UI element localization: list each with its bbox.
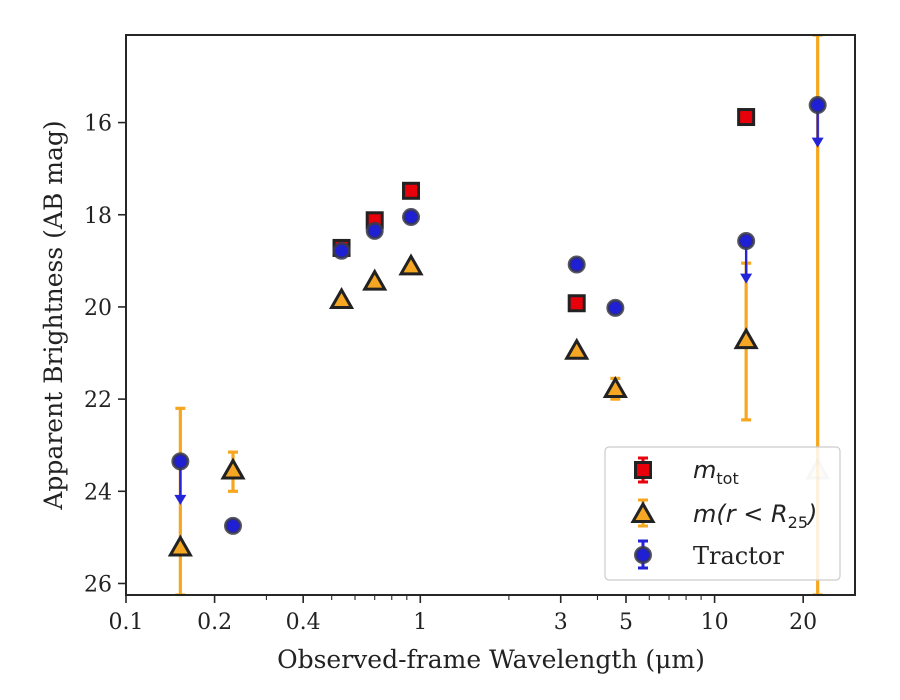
mtot-point-3 — [567, 294, 586, 313]
mr25-point-2 — [328, 286, 355, 310]
legend-swatches — [630, 456, 656, 570]
mr25-point-group-1 — [220, 457, 246, 480]
y-tick-label-1: 18 — [84, 204, 112, 229]
tractor-point-6 — [606, 298, 625, 317]
mr25-point-group-4 — [398, 253, 424, 276]
tractor-point-7 — [737, 232, 756, 251]
mr25-point-5 — [564, 337, 590, 360]
mr25-point-group-7 — [733, 327, 759, 350]
mr25-point-group-3 — [362, 268, 388, 291]
legend-mr25-marker — [630, 500, 656, 523]
mr25-point-6 — [602, 375, 628, 398]
tractor-point-3 — [365, 221, 384, 240]
mr25-point-7 — [733, 327, 759, 350]
mtot-point-2 — [402, 181, 421, 200]
x-tick-label-2: 0.4 — [286, 610, 321, 635]
mr25-point-group-2 — [328, 286, 355, 310]
x-tick-label-0: 0.1 — [109, 610, 144, 635]
legend-label-mr25: m(r < R25) — [693, 500, 817, 532]
y-axis-label: Apparent Brightness (AB mag) — [39, 120, 68, 510]
x-tick-label-4: 3 — [554, 610, 568, 635]
x-axis-label: Observed-frame Wavelength (μm) — [277, 645, 705, 674]
y-tick-label-4: 24 — [84, 480, 112, 505]
x-tick-label-1: 0.2 — [197, 610, 232, 635]
limit-arrow-head-7 — [740, 273, 753, 284]
legend-tractor-marker — [634, 546, 652, 564]
y-tick-label-2: 20 — [84, 296, 112, 321]
tractor-point-4 — [402, 208, 421, 227]
mr25-point-1 — [220, 457, 246, 480]
mr25-point-group-0 — [167, 534, 193, 557]
mr25-point-group-5 — [564, 337, 590, 360]
tractor-point-0 — [171, 452, 190, 471]
y-tick-label-3: 22 — [84, 388, 112, 413]
x-tick-label-5: 5 — [619, 610, 633, 635]
x-tick-label-7: 20 — [789, 610, 817, 635]
tractor-point-5 — [567, 255, 586, 274]
mr25-point-3 — [362, 268, 388, 291]
legend-frame — [604, 446, 841, 581]
x-tick-label-3: 1 — [413, 610, 427, 635]
y-tick-label-5: 26 — [84, 572, 112, 597]
mtot-point-4 — [737, 108, 756, 127]
legend-label-tractor: Tractor — [693, 542, 784, 570]
tractor-point-2 — [332, 241, 351, 260]
mr25-point-4 — [398, 253, 424, 276]
axes-layer: 0.1 0.2 0.4 1 3 5 10 20 16 18 20 22 24 26 — [84, 34, 856, 635]
mr25-point-0 — [167, 534, 193, 557]
legend-mtot-marker — [634, 461, 652, 479]
marks-layer — [167, 35, 831, 595]
plot-frame — [125, 34, 856, 596]
limit-arrow-head-8 — [811, 137, 824, 148]
y-tick-label-0: 16 — [84, 112, 112, 137]
tractor-point-1 — [224, 516, 243, 535]
x-tick-label-6: 10 — [701, 610, 729, 635]
limit-arrow-head-0 — [174, 494, 187, 505]
legend-label-mtot: mtot — [693, 456, 739, 488]
tractor-point-8 — [808, 96, 827, 115]
mr25-point-group-6 — [602, 375, 628, 398]
legend: mtot m(r < R25) Tractor — [604, 446, 841, 581]
